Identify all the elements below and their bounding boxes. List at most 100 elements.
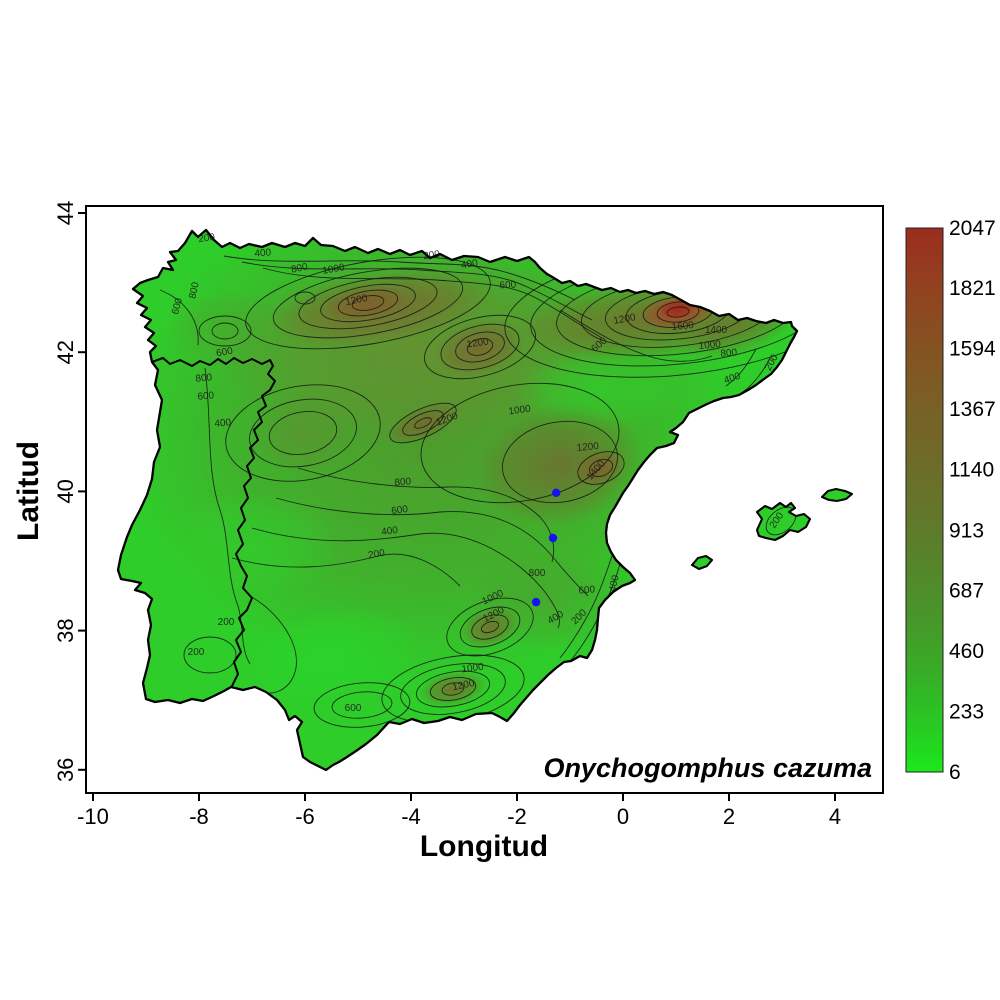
contour-ring (480, 620, 500, 634)
contour-ring (268, 411, 338, 455)
occurrence-point (548, 533, 558, 543)
contour-ring (471, 614, 509, 640)
colorbar-gradient (905, 227, 944, 773)
contour-label: 1200 (344, 293, 368, 308)
contour-label: 600 (499, 280, 517, 292)
contour-ring (414, 417, 432, 429)
contour-label: 400 (381, 525, 399, 538)
contour-label: 200 (423, 249, 441, 262)
contour-line (241, 261, 593, 321)
contour-lines (159, 246, 852, 728)
occurrence-point (531, 597, 541, 607)
contour-label: 1000 (322, 262, 346, 277)
contour-ring (183, 636, 237, 674)
contour-ring (245, 256, 491, 350)
contour-ring (351, 295, 385, 311)
contour-ring (402, 410, 444, 436)
contour-ring (294, 291, 316, 305)
contour-line (559, 309, 713, 362)
x-tick-label: -2 (507, 804, 527, 829)
contour-ring (389, 402, 457, 444)
species-annotation: Onychogomphus cazuma (543, 753, 872, 783)
contour-label: 400 (254, 247, 272, 259)
elevation-blob (323, 285, 407, 321)
contour-ring (337, 289, 399, 317)
colorbar-tick-label: 913 (949, 519, 984, 542)
colorbar-labels: 2047 1821 1594 1367 1140 913 687 460 233 6 (949, 217, 996, 784)
contour-line (251, 527, 560, 629)
elevation-blob (170, 490, 340, 600)
contour-label: 600 (578, 584, 596, 596)
x-tick-label: -8 (189, 804, 209, 829)
contour-label: 1600 (671, 320, 695, 333)
contour-label: 1000 (461, 661, 485, 675)
occurrence-point (552, 488, 561, 497)
contour-ring (298, 276, 438, 330)
contour-ring (225, 384, 381, 482)
contour-ring (446, 597, 534, 657)
occurrence-points (531, 488, 561, 607)
contour-label: 800 (290, 261, 309, 275)
contour-ring (320, 283, 416, 323)
contour-ring (415, 670, 491, 708)
contour-ring (459, 606, 521, 648)
y-axis: 36 38 40 42 44 (53, 201, 86, 782)
contour-ring (313, 682, 411, 728)
contour-label: 1200 (451, 678, 475, 693)
contour-line (297, 467, 555, 563)
contour-label: 1200 (466, 336, 490, 350)
elevation-blob (168, 290, 288, 370)
colorbar-tick-label: 460 (949, 640, 984, 663)
contour-ring (466, 338, 494, 356)
y-tick-label: 42 (53, 340, 78, 364)
contour-ring (423, 314, 537, 380)
x-axis: -10 -8 -6 -4 -2 0 2 4 (77, 793, 841, 829)
contour-label: 200 (367, 548, 386, 562)
colorbar-tick-label: 1594 (949, 338, 996, 361)
contour-line (223, 255, 576, 301)
colorbar-tick-label: 6 (949, 761, 961, 784)
elevation-blob (236, 604, 424, 706)
contour-label: 800 (195, 372, 213, 384)
y-tick-label: 38 (53, 618, 78, 642)
contour-label: 600 (345, 703, 362, 714)
x-tick-label: 2 (723, 804, 735, 829)
contour-ring (441, 682, 465, 696)
colorbar-tick-label: 1140 (949, 459, 994, 482)
contour-label: 600 (197, 390, 215, 402)
contour-label: 600 (391, 504, 409, 517)
x-tick-label: -6 (295, 804, 315, 829)
y-tick-label: 40 (53, 479, 78, 503)
contour-label: 1000 (698, 339, 722, 352)
colorbar-tick-label: 2047 (949, 217, 996, 240)
colorbar-tick-label: 1821 (949, 277, 996, 300)
contour-label: 1200 (576, 441, 600, 454)
contour-ring (429, 677, 477, 701)
contour-ring (249, 398, 357, 468)
contour-label: 400 (460, 258, 479, 272)
elevation-blob (465, 550, 625, 650)
contour-line (567, 547, 625, 665)
y-tick-label: 44 (53, 201, 78, 225)
contour-line (559, 555, 613, 659)
elevation-blob (475, 404, 645, 526)
colorbar-tick-label: 233 (949, 700, 984, 723)
contour-label: 800 (529, 568, 546, 579)
contour-ring (577, 451, 625, 485)
colorbar-tick-label: 687 (949, 579, 984, 602)
contour-label: 400 (214, 417, 232, 429)
contour-ring (666, 306, 690, 318)
contour-ring (656, 301, 700, 323)
x-tick-label: 0 (617, 804, 629, 829)
contour-line (231, 553, 461, 587)
country-border (151, 357, 276, 687)
x-tick-label: -4 (401, 804, 421, 829)
x-tick-label: 4 (829, 804, 841, 829)
contour-label: 800 (720, 347, 738, 359)
contour-ring (198, 315, 252, 347)
elevation-blob (419, 671, 487, 707)
contour-ring (400, 663, 506, 715)
colorbar: 2047 1821 1594 1367 1140 913 687 460 233 6 (905, 217, 996, 784)
